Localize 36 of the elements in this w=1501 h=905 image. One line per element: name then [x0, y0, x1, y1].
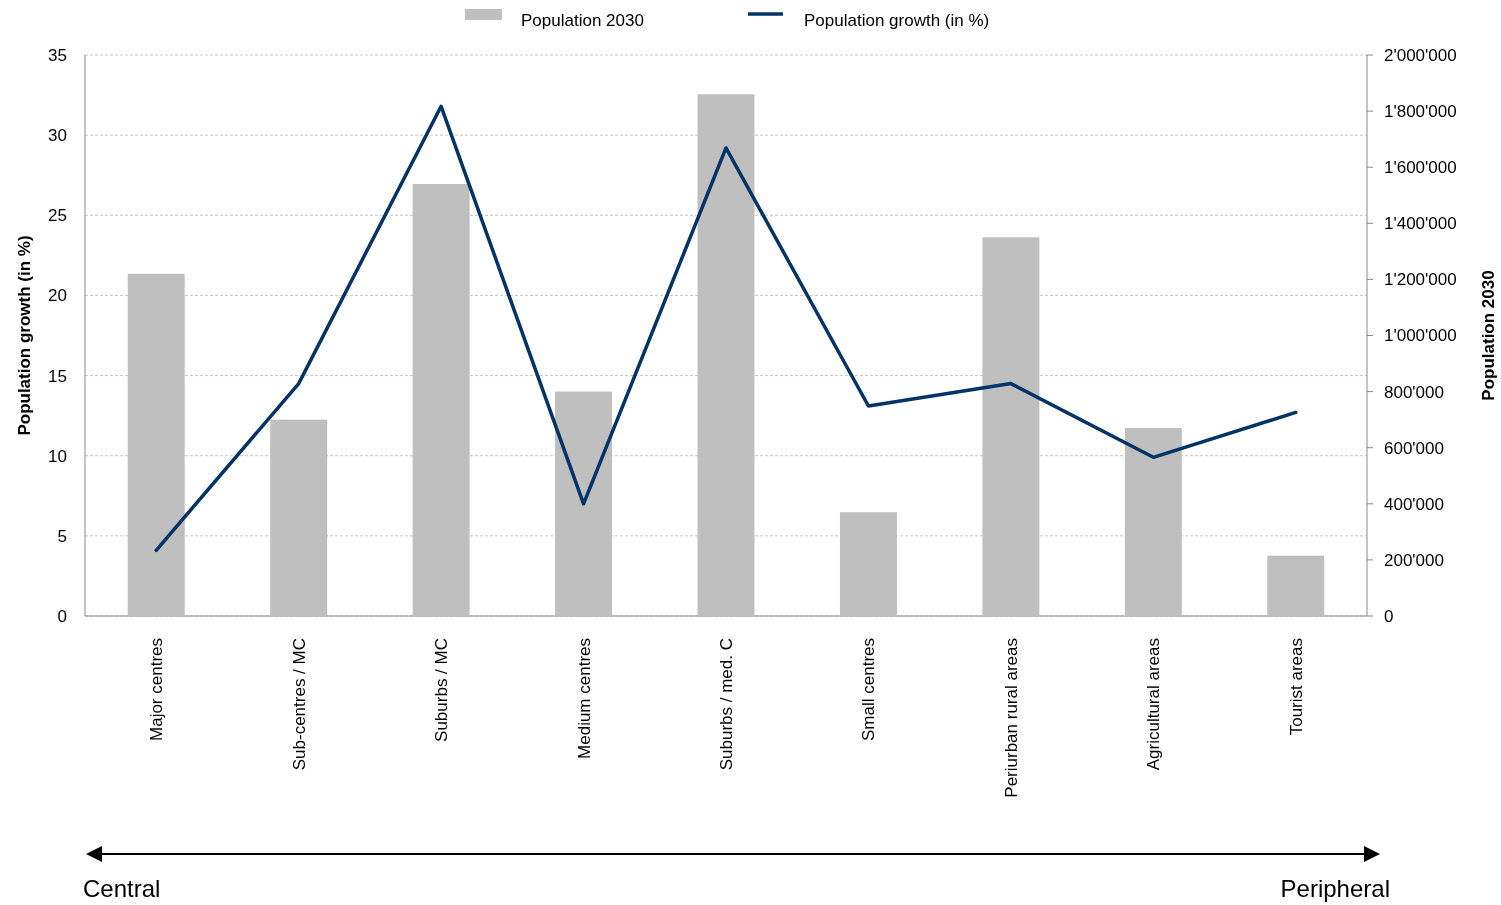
y-tick-label: 25	[48, 206, 67, 226]
y-tick-label: 15	[48, 366, 67, 386]
y-tick-label: 35	[48, 45, 67, 65]
y-tick-label: 30	[48, 126, 67, 146]
y2-tick-label: 1'400'000	[1384, 214, 1457, 234]
y2-axis-title: Population 2030	[1479, 270, 1498, 401]
y2-tick-label: 1'200'000	[1384, 270, 1457, 290]
y2-tick-label: 1'600'000	[1384, 158, 1457, 178]
x-tick-label: Sub-centres / MC	[289, 638, 309, 771]
legend-label: Population growth (in %)	[804, 11, 990, 30]
x-tick-label: Suburbs / med. C	[717, 638, 736, 771]
x-tick-label: Tourist areas	[1286, 638, 1306, 736]
x-tick-label: Major centres	[147, 638, 167, 741]
y2-tick-label: 0	[1384, 606, 1394, 626]
text: Central	[83, 875, 161, 902]
y-tick-label: 10	[48, 446, 67, 466]
y2-tick-label: 200'000	[1384, 550, 1444, 570]
x-tick-label: Medium centres	[574, 638, 594, 759]
line-series	[154, 104, 1298, 553]
bar	[1267, 555, 1325, 616]
x-tick-label: Periurban rural areas	[1001, 638, 1021, 798]
y2-tick-label: 1'800'000	[1384, 102, 1457, 122]
y2-tick-label: 600'000	[1384, 438, 1444, 458]
y2-tick-label: 1'000'000	[1384, 326, 1457, 346]
legend-label: Population 2030	[521, 11, 644, 30]
y2-tick-label: 800'000	[1384, 382, 1444, 402]
x-tick-label: Suburbs / MC	[432, 638, 452, 742]
y-tick-label: 5	[57, 526, 67, 546]
y2-tick-label: 2'000'000	[1384, 45, 1457, 65]
x-tick-label: Small centres	[859, 638, 879, 741]
y-axis-title: Population growth (in %)	[15, 235, 34, 436]
y2-tick-label: 400'000	[1384, 494, 1444, 514]
x-tick-label: Agricultural areas	[1144, 638, 1164, 771]
y-tick-label: 0	[57, 606, 67, 626]
y-tick-label: 20	[48, 286, 67, 306]
text: Peripheral	[1280, 875, 1390, 902]
